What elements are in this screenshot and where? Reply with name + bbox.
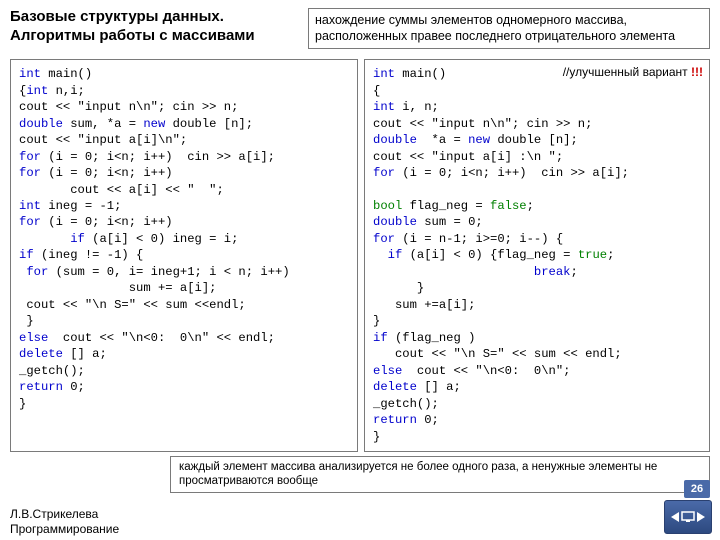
title-line1: Базовые структуры данных. (10, 8, 300, 27)
code-improved: //улучшенный вариант !!!int main() { int… (364, 59, 710, 452)
course-name: Программирование (10, 522, 119, 536)
page-number-badge: 26 (684, 480, 710, 498)
author-name: Л.В.Стрикелева (10, 507, 119, 521)
nav-controls[interactable] (664, 500, 712, 534)
improved-variant-label: //улучшенный вариант !!! (563, 64, 703, 80)
optimization-note: каждый элемент массива анализируется не … (170, 456, 710, 493)
footer-author: Л.В.Стрикелева Программирование (10, 507, 119, 536)
nav-next-icon[interactable] (695, 510, 707, 524)
title-line2: Алгоритмы работы с массивами (10, 27, 300, 46)
nav-screen-icon[interactable] (681, 511, 695, 523)
problem-description: нахождение суммы элементов одномерного м… (308, 8, 710, 49)
nav-prev-icon[interactable] (669, 510, 681, 524)
slide-title: Базовые структуры данных. Алгоритмы рабо… (10, 8, 300, 49)
code-original: int main() {int n,i; cout << "input n\n"… (10, 59, 358, 452)
